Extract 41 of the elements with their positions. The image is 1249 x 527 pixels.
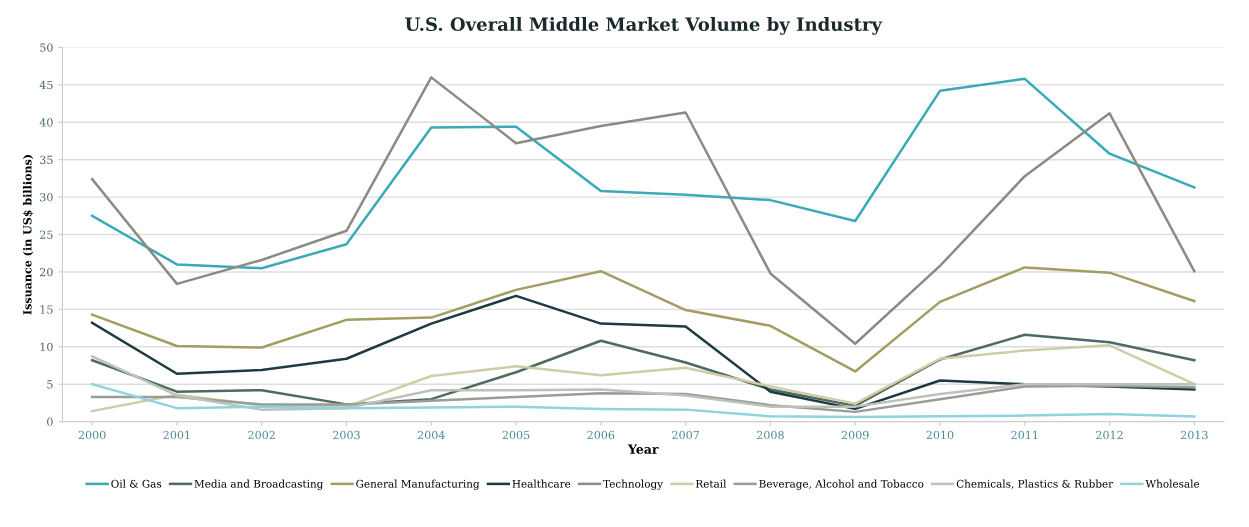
line-series <box>90 77 1196 270</box>
x-tick-label: 2004 <box>417 430 445 440</box>
y-tick-label: 0 <box>47 417 53 426</box>
legend-label: Wholesale <box>1145 479 1200 488</box>
legend-label: Oil & Gas <box>111 479 162 488</box>
x-tick-label: 2005 <box>502 430 530 440</box>
y-tick-label: 30 <box>40 193 53 202</box>
x-tick-label: 2011 <box>1011 430 1038 440</box>
y-tick-label: 45 <box>39 80 53 90</box>
legend-label: Technology <box>603 479 664 490</box>
y-tick-label: 35 <box>40 155 53 165</box>
y-tick-label: 40 <box>39 118 53 127</box>
y-tick-label: 5 <box>47 380 53 389</box>
chart-title: U.S. Overall Middle Market Volume by Industry <box>405 17 883 35</box>
x-tick-label: 2002 <box>248 430 275 440</box>
x-tick-label: 2013 <box>1180 430 1208 440</box>
x-tick-label: 2012 <box>1096 430 1123 440</box>
legend-label: Retail <box>695 479 727 488</box>
line-series <box>90 266 1196 373</box>
x-tick-label: 2000 <box>78 430 106 440</box>
legend-label: General Manufacturing <box>356 479 480 490</box>
x-tick-label: 2010 <box>926 430 954 440</box>
x-tick-label: 2007 <box>672 430 699 440</box>
y-tick-label: 10 <box>40 342 53 352</box>
y-tick-label: 50 <box>40 43 53 52</box>
line-series <box>90 355 1196 411</box>
line-series <box>90 76 1196 346</box>
legend-label: Beverage, Alcohol and Tobacco <box>759 479 924 490</box>
legend-label: Chemicals, Plastics & Rubber <box>956 479 1114 489</box>
x-tick-label: 2009 <box>841 430 869 440</box>
y-tick-label: 20 <box>40 267 53 277</box>
x-axis-title: Year <box>627 444 659 454</box>
x-tick-label: 2003 <box>333 430 360 440</box>
y-tick-label: 25 <box>40 230 53 239</box>
y-tick-label: 15 <box>40 305 53 314</box>
y-axis-title: Issuance (in US$ billions) <box>22 154 34 315</box>
legend-label: Healthcare <box>512 479 571 488</box>
x-tick-label: 2001 <box>163 430 190 440</box>
x-tick-label: 2008 <box>757 430 784 440</box>
legend-label: Media and Broadcasting <box>194 479 324 490</box>
x-tick-label: 2006 <box>587 430 615 440</box>
